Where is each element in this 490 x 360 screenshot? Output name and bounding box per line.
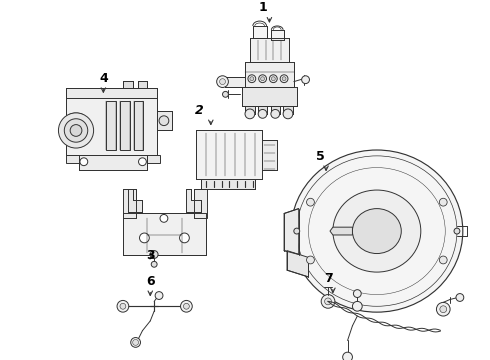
Text: 7: 7 bbox=[324, 272, 332, 285]
Polygon shape bbox=[245, 62, 294, 86]
Circle shape bbox=[294, 228, 300, 234]
Ellipse shape bbox=[333, 190, 421, 272]
Circle shape bbox=[454, 228, 460, 234]
Circle shape bbox=[117, 300, 129, 312]
Text: 4: 4 bbox=[99, 72, 108, 85]
Polygon shape bbox=[262, 140, 277, 170]
Circle shape bbox=[271, 109, 280, 118]
Circle shape bbox=[217, 76, 228, 87]
Polygon shape bbox=[271, 106, 280, 114]
Circle shape bbox=[58, 113, 94, 148]
Polygon shape bbox=[128, 189, 143, 212]
Polygon shape bbox=[284, 208, 299, 255]
Polygon shape bbox=[330, 227, 352, 235]
Polygon shape bbox=[147, 155, 160, 163]
Polygon shape bbox=[66, 89, 157, 98]
Circle shape bbox=[283, 109, 293, 119]
Circle shape bbox=[180, 300, 192, 312]
Circle shape bbox=[155, 292, 163, 300]
Polygon shape bbox=[138, 81, 147, 89]
Polygon shape bbox=[283, 106, 293, 114]
Polygon shape bbox=[106, 101, 116, 150]
Polygon shape bbox=[120, 101, 130, 150]
Polygon shape bbox=[196, 130, 262, 179]
Polygon shape bbox=[258, 106, 267, 114]
Circle shape bbox=[120, 303, 126, 309]
Circle shape bbox=[64, 119, 88, 142]
Circle shape bbox=[261, 77, 265, 81]
Circle shape bbox=[131, 338, 141, 347]
Polygon shape bbox=[225, 77, 245, 86]
Circle shape bbox=[302, 76, 310, 84]
Circle shape bbox=[353, 290, 361, 297]
Polygon shape bbox=[157, 111, 172, 130]
Polygon shape bbox=[79, 155, 147, 170]
Polygon shape bbox=[66, 155, 79, 163]
Circle shape bbox=[259, 75, 267, 82]
Circle shape bbox=[307, 256, 315, 264]
Circle shape bbox=[258, 109, 267, 118]
Ellipse shape bbox=[352, 208, 401, 253]
Text: 3: 3 bbox=[146, 249, 154, 262]
Circle shape bbox=[160, 215, 168, 222]
Polygon shape bbox=[271, 30, 284, 40]
Text: 6: 6 bbox=[146, 275, 154, 288]
Polygon shape bbox=[245, 106, 255, 114]
Circle shape bbox=[440, 306, 447, 312]
Circle shape bbox=[80, 158, 88, 166]
Circle shape bbox=[248, 75, 256, 82]
Circle shape bbox=[250, 77, 254, 81]
Circle shape bbox=[133, 339, 139, 345]
Circle shape bbox=[245, 109, 255, 119]
Circle shape bbox=[159, 116, 169, 126]
Circle shape bbox=[280, 75, 288, 82]
Circle shape bbox=[150, 251, 158, 258]
Circle shape bbox=[70, 125, 82, 136]
Circle shape bbox=[440, 198, 447, 206]
Polygon shape bbox=[242, 86, 297, 106]
Polygon shape bbox=[134, 101, 144, 150]
Circle shape bbox=[183, 303, 189, 309]
Circle shape bbox=[352, 301, 362, 311]
Ellipse shape bbox=[291, 150, 463, 312]
Text: 5: 5 bbox=[316, 150, 324, 163]
Circle shape bbox=[220, 79, 225, 85]
Polygon shape bbox=[194, 189, 207, 219]
Polygon shape bbox=[66, 98, 157, 155]
Circle shape bbox=[271, 77, 275, 81]
Text: 1: 1 bbox=[258, 1, 267, 14]
Polygon shape bbox=[123, 213, 206, 255]
Circle shape bbox=[440, 256, 447, 264]
Circle shape bbox=[139, 158, 147, 166]
Circle shape bbox=[140, 233, 149, 243]
Circle shape bbox=[437, 302, 450, 316]
Polygon shape bbox=[123, 189, 136, 219]
Circle shape bbox=[151, 261, 157, 267]
Circle shape bbox=[321, 294, 335, 308]
Circle shape bbox=[222, 91, 228, 97]
Polygon shape bbox=[250, 38, 289, 62]
Circle shape bbox=[179, 233, 189, 243]
Circle shape bbox=[324, 298, 331, 305]
Polygon shape bbox=[123, 81, 133, 89]
Circle shape bbox=[456, 294, 464, 301]
Circle shape bbox=[307, 198, 315, 206]
Text: 2: 2 bbox=[195, 104, 203, 117]
Circle shape bbox=[343, 352, 352, 360]
Polygon shape bbox=[201, 179, 255, 189]
Polygon shape bbox=[186, 189, 201, 212]
Polygon shape bbox=[253, 26, 268, 38]
Circle shape bbox=[270, 75, 277, 82]
Circle shape bbox=[282, 77, 286, 81]
Polygon shape bbox=[287, 251, 309, 277]
